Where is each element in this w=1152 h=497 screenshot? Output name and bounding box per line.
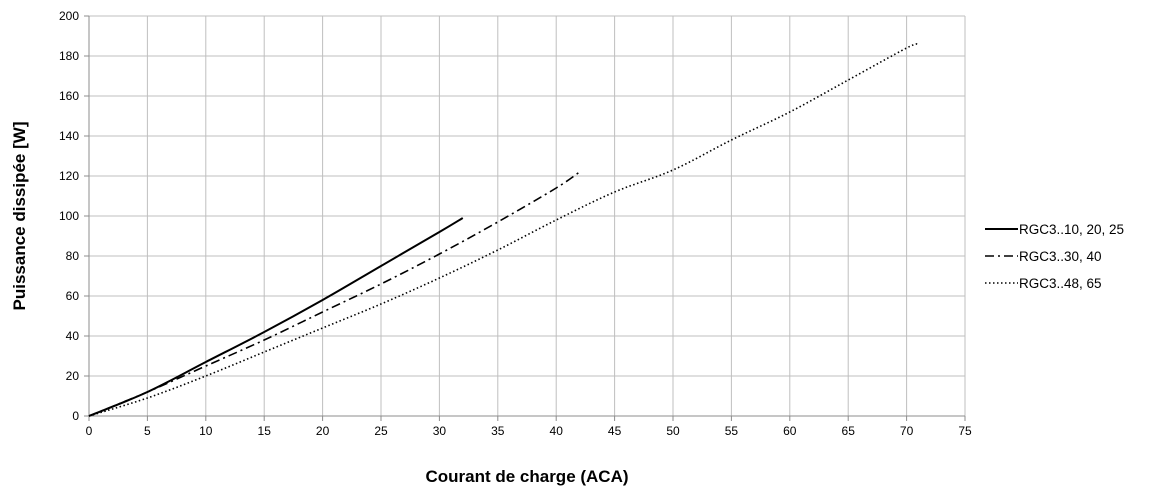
axes <box>84 15 966 421</box>
x-tick-label: 50 <box>666 424 680 438</box>
x-tick-label: 70 <box>900 424 914 438</box>
x-tick-label: 5 <box>144 424 151 438</box>
x-tick-label: 20 <box>316 424 330 438</box>
x-tick-label: 55 <box>725 424 739 438</box>
legend-label-1: RGC3..10, 20, 25 <box>1019 222 1124 237</box>
x-axis-title: Courant de charge (ACA) <box>425 467 628 486</box>
y-tick-label: 140 <box>59 129 79 143</box>
y-tick-label: 160 <box>59 89 79 103</box>
tick-labels: 0 5 10 15 20 25 30 35 40 45 50 55 60 65 70 75 0 20 40 60 80 1… <box>59 9 972 438</box>
x-tick-label: 40 <box>550 424 564 438</box>
y-tick-label: 0 <box>72 409 79 423</box>
y-tick-label: 80 <box>66 249 80 263</box>
series-line-2 <box>88 171 581 417</box>
x-tick-label: 0 <box>86 424 93 438</box>
x-tick-label: 30 <box>433 424 447 438</box>
x-tick-label: 10 <box>199 424 213 438</box>
x-tick-label: 35 <box>491 424 505 438</box>
y-tick-label: 100 <box>59 209 79 223</box>
y-tick-label: 120 <box>59 169 79 183</box>
x-tick-label: 45 <box>608 424 622 438</box>
legend-label-2: RGC3..30, 40 <box>1019 249 1102 264</box>
x-tick-label: 15 <box>258 424 272 438</box>
legend-label-3: RGC3..48, 65 <box>1019 276 1102 291</box>
y-tick-label: 40 <box>66 329 80 343</box>
y-tick-label: 20 <box>66 369 80 383</box>
x-tick-label: 75 <box>958 424 972 438</box>
legend: RGC3..10, 20, 25 RGC3..30, 40 RGC3..48, 65 <box>985 222 1124 291</box>
x-tick-label: 65 <box>842 424 856 438</box>
y-axis-title: Puissance dissipée [W] <box>10 122 29 311</box>
series <box>88 43 919 417</box>
x-tick-label: 60 <box>783 424 797 438</box>
series-line-3 <box>88 43 919 417</box>
y-tick-label: 200 <box>59 9 79 23</box>
grid <box>89 15 966 416</box>
y-tick-label: 180 <box>59 49 79 63</box>
x-tick-label: 25 <box>374 424 388 438</box>
y-tick-label: 60 <box>66 289 80 303</box>
series-line-1 <box>88 217 464 417</box>
